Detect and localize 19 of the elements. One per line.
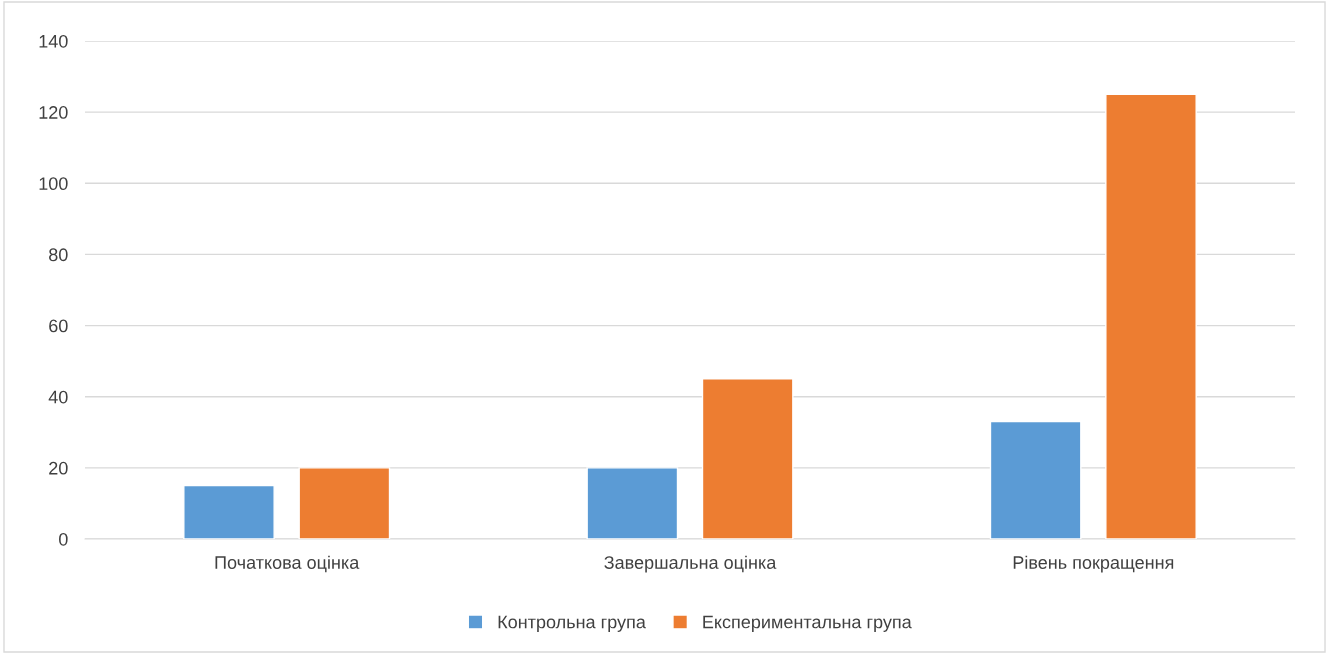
y-tick-label: 140 xyxy=(39,34,68,48)
bar xyxy=(1105,93,1197,539)
bar xyxy=(989,420,1082,539)
y-tick-label: 0 xyxy=(59,532,68,546)
bar xyxy=(298,467,391,539)
bar xyxy=(586,467,679,539)
bar xyxy=(183,484,275,539)
x-tick-label: Рівень покращення xyxy=(1013,555,1174,573)
y-tick-label: 20 xyxy=(49,461,68,475)
legend-label: Контрольна група xyxy=(498,615,646,632)
y-tick-label: 120 xyxy=(39,106,68,119)
x-tick-label: Початкова оцінка xyxy=(215,555,360,573)
x-tick-label: Завершальна оцінка xyxy=(604,555,777,573)
y-tick-label: 100 xyxy=(39,177,68,191)
y-tick-label: 40 xyxy=(48,390,68,404)
bar xyxy=(701,378,794,539)
y-tick-label: 60 xyxy=(49,319,68,333)
y-tick-label: 80 xyxy=(49,248,68,262)
legend-label: Експериментальна група xyxy=(703,615,912,632)
